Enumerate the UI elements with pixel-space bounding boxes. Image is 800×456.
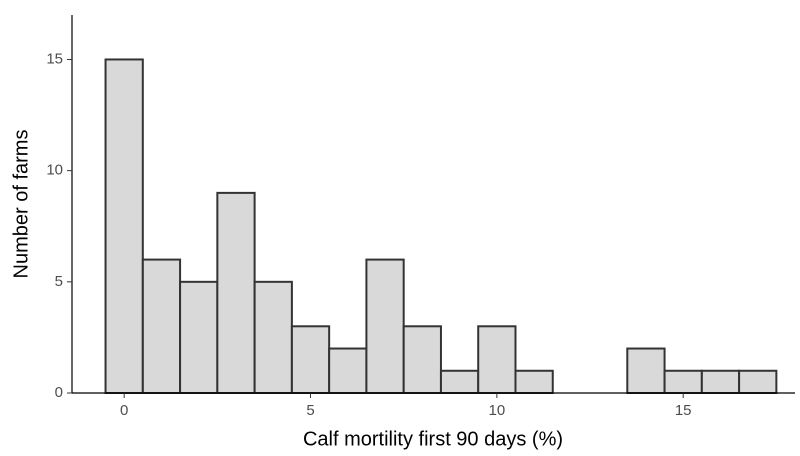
x-tick-label: 15 [675,402,692,419]
bar [141,258,182,394]
x-tick-label: 5 [306,402,314,419]
y-axis-label: Number of farms [10,130,32,279]
bar [626,347,666,395]
bar [179,280,219,394]
bar [738,369,778,395]
bar [439,369,480,395]
bar [290,325,331,395]
bar [253,280,293,394]
x-tick-label: 10 [489,402,506,419]
bar [514,369,554,395]
y-tick-label: 15 [46,50,63,67]
x-axis-label: Calf mortility first 90 days (%) [303,428,563,450]
x-tick-label: 0 [120,402,128,419]
bar [328,347,368,395]
y-tick-label: 0 [55,384,63,401]
bar [216,191,256,394]
bar [402,325,442,395]
bar [477,325,517,395]
bar [104,58,144,395]
bar [663,369,703,395]
y-tick-label: 10 [46,162,63,179]
bar [365,258,405,394]
bar [700,369,741,395]
y-tick-label: 5 [55,273,63,290]
